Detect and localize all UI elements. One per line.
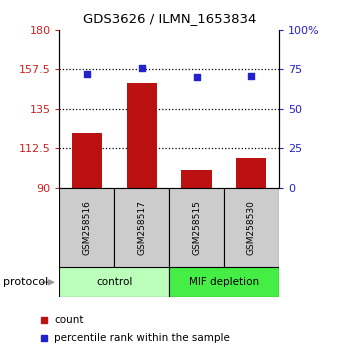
Bar [236,158,267,188]
Bar [72,133,102,188]
Text: GSM258517: GSM258517 [137,200,146,255]
Text: MIF depletion: MIF depletion [189,277,259,287]
Text: percentile rank within the sample: percentile rank within the sample [54,333,230,343]
Bar [59,188,114,267]
Text: GDS3626 / ILMN_1653834: GDS3626 / ILMN_1653834 [83,12,257,25]
Point [194,75,199,80]
Text: count: count [54,315,84,325]
Bar [169,188,224,267]
Point [84,72,90,77]
Bar [127,82,157,188]
Text: GSM258515: GSM258515 [192,200,201,255]
Bar [114,188,169,267]
Text: GSM258516: GSM258516 [82,200,91,255]
Bar [59,267,169,297]
Text: protocol: protocol [3,277,49,287]
Point [139,65,144,71]
Point [249,73,254,79]
Bar [224,188,279,267]
Bar [182,170,211,188]
Bar [169,267,279,297]
Text: control: control [96,277,133,287]
Text: GSM258530: GSM258530 [247,200,256,255]
